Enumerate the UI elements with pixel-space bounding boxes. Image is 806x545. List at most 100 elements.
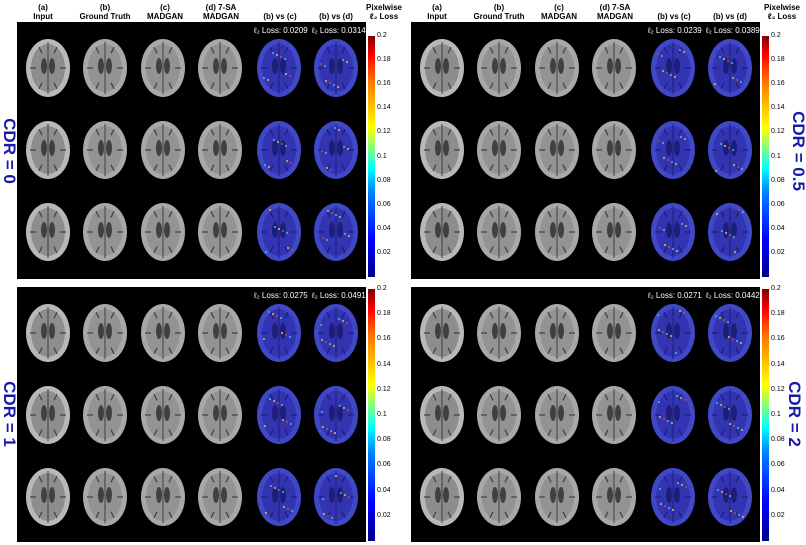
brain-slice-image xyxy=(535,468,579,526)
brain-slice-image xyxy=(26,39,70,97)
panel-cdr-0 xyxy=(17,22,366,279)
brain-slice-image xyxy=(141,121,185,179)
header-b-vs-c-right: (b) vs (c) xyxy=(657,12,691,21)
colorbar-tick-label: 0.04 xyxy=(377,224,391,232)
brain-slice-image xyxy=(420,39,464,97)
brain-slice-image xyxy=(83,203,127,261)
loss-label-cdr05-d: ℓ₂ Loss: 0.0389 xyxy=(706,26,760,35)
header-b-vs-c-left: (b) vs (c) xyxy=(263,12,297,21)
brain-slice-image xyxy=(26,203,70,261)
header-sa-madgan-left: (d) 7-SA MADGAN xyxy=(203,3,239,21)
colorbar-tick-label: 0.06 xyxy=(377,200,391,208)
header-b-vs-d-left: (b) vs (d) xyxy=(319,12,353,21)
colorbar-title-left: Pixelwise ℓ₂ Loss xyxy=(365,3,403,21)
loss-map-image xyxy=(651,121,695,179)
brain-slice-image xyxy=(420,121,464,179)
colorbar-tick-label: 0.2 xyxy=(771,285,781,292)
header-input-left: (a) Input xyxy=(33,3,53,21)
loss-map-image xyxy=(651,386,695,444)
loss-map-image xyxy=(314,39,358,97)
brain-slice-image xyxy=(592,386,636,444)
colorbar-top-right xyxy=(762,36,769,277)
loss-label-cdr0-d: ℓ₂ Loss: 0.0314 xyxy=(312,26,366,35)
brain-slice-image xyxy=(420,203,464,261)
colorbar-tick-label: 0.14 xyxy=(771,104,785,112)
cdr-label-1: CDR = 1 xyxy=(0,381,19,447)
brain-slice-image xyxy=(420,304,464,362)
colorbar-tick-label: 0.02 xyxy=(377,511,391,519)
colorbar-tick-label: 0.16 xyxy=(377,335,391,343)
header-sa-madgan-right: (d) 7-SA MADGAN xyxy=(597,3,633,21)
loss-map-image xyxy=(651,203,695,261)
panel-cdr-1 xyxy=(17,287,366,542)
brain-slice-image xyxy=(141,468,185,526)
loss-map-image xyxy=(708,39,752,97)
colorbar-tick-label: 0.18 xyxy=(771,56,785,64)
brain-slice-image xyxy=(535,121,579,179)
brain-slice-image xyxy=(83,386,127,444)
colorbar-tick-label: 0.14 xyxy=(771,360,785,368)
colorbar-tick-label: 0.18 xyxy=(377,310,391,318)
colorbar-tick-label: 0.04 xyxy=(771,224,785,232)
brain-slice-image xyxy=(477,203,521,261)
colorbar-tick-label: 0.02 xyxy=(377,248,391,256)
brain-slice-image xyxy=(420,386,464,444)
colorbar-tick-label: 0.1 xyxy=(377,411,387,418)
colorbar-bottom-left xyxy=(368,289,375,541)
colorbar-tick-label: 0.08 xyxy=(377,436,391,444)
loss-label-cdr05-c: ℓ₂ Loss: 0.0239 xyxy=(648,26,702,35)
loss-map-image xyxy=(651,39,695,97)
loss-map-image xyxy=(651,468,695,526)
brain-slice-image xyxy=(141,386,185,444)
brain-slice-image xyxy=(83,39,127,97)
colorbar-tick-label: 0.02 xyxy=(771,248,785,256)
colorbar-tick-label: 0.2 xyxy=(377,285,387,292)
header-ground-truth-right: (b) Ground Truth xyxy=(473,3,525,21)
loss-map-image xyxy=(257,468,301,526)
brain-slice-image xyxy=(198,304,242,362)
brain-slice-image xyxy=(26,386,70,444)
brain-slice-image xyxy=(592,39,636,97)
colorbar-tick-label: 0.08 xyxy=(771,436,785,444)
colorbar-tick-label: 0.06 xyxy=(377,461,391,469)
loss-label-cdr1-c: ℓ₂ Loss: 0.0275 xyxy=(254,291,308,300)
brain-slice-image xyxy=(26,121,70,179)
loss-label-cdr1-d: ℓ₂ Loss: 0.0491 xyxy=(312,291,366,300)
header-input-right: (a) Input xyxy=(427,3,447,21)
loss-map-image xyxy=(257,386,301,444)
colorbar-tick-label: 0.1 xyxy=(771,152,781,160)
cdr-label-0-5: CDR = 0.5 xyxy=(789,111,806,191)
brain-slice-image xyxy=(141,39,185,97)
header-madgan-right: (c) MADGAN xyxy=(541,3,577,21)
brain-slice-image xyxy=(198,39,242,97)
colorbar-tick-label: 0.04 xyxy=(771,486,785,494)
colorbar-tick-label: 0.18 xyxy=(771,310,785,318)
brain-slice-image xyxy=(535,203,579,261)
brain-slice-image xyxy=(535,39,579,97)
colorbar-tick-label: 0.1 xyxy=(771,411,781,418)
header-madgan-left: (c) MADGAN xyxy=(147,3,183,21)
loss-map-image xyxy=(314,468,358,526)
brain-slice-image xyxy=(592,304,636,362)
cdr-label-2: CDR = 2 xyxy=(785,381,804,447)
colorbar-tick-label: 0.16 xyxy=(771,80,785,88)
loss-map-image xyxy=(708,386,752,444)
colorbar-top-left xyxy=(368,36,375,277)
loss-map-image xyxy=(314,304,358,362)
brain-slice-image xyxy=(141,304,185,362)
loss-map-image xyxy=(257,203,301,261)
header-ground-truth-left: (b) Ground Truth xyxy=(79,3,131,21)
colorbar-tick-label: 0.16 xyxy=(377,80,391,88)
colorbar-tick-label: 0.14 xyxy=(377,360,391,368)
brain-slice-image xyxy=(141,203,185,261)
brain-slice-image xyxy=(198,468,242,526)
brain-slice-image xyxy=(26,468,70,526)
loss-map-image xyxy=(314,121,358,179)
brain-slice-image xyxy=(83,121,127,179)
loss-map-image xyxy=(708,304,752,362)
colorbar-tick-label: 0.12 xyxy=(771,385,785,393)
panel-cdr-0-5 xyxy=(411,22,760,279)
loss-map-image xyxy=(708,121,752,179)
colorbar-title-right: Pixelwise ℓ₂ Loss xyxy=(763,3,801,21)
brain-slice-image xyxy=(477,304,521,362)
